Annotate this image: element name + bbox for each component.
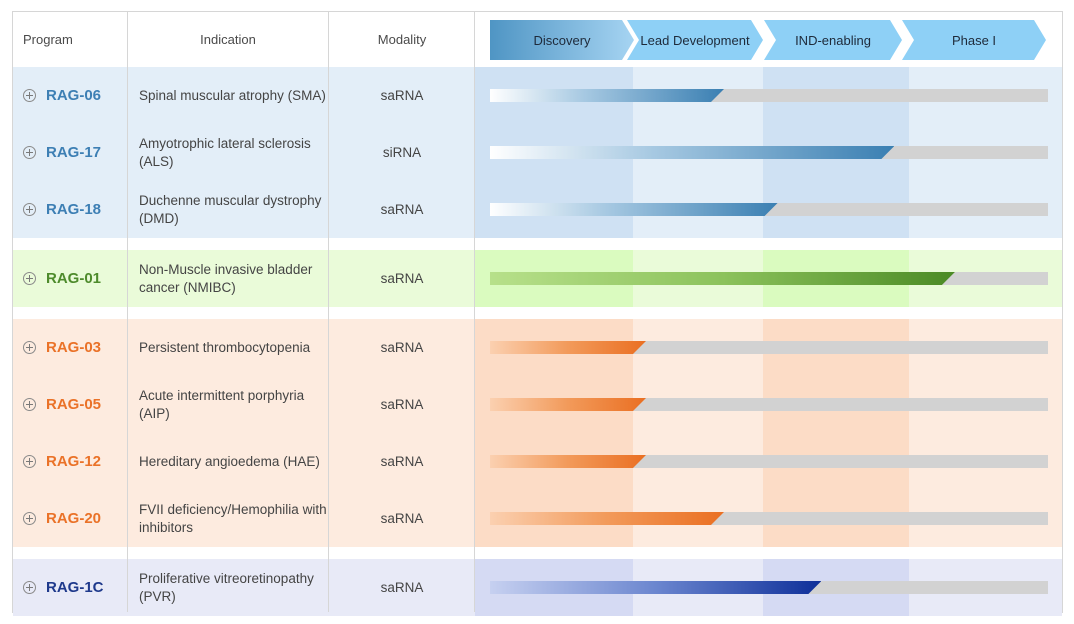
phase-chevron-shape xyxy=(902,20,1046,60)
progress-track xyxy=(490,146,1048,159)
program-name: RAG-1C xyxy=(46,579,104,596)
progress-bar-rag-18 xyxy=(490,203,778,216)
expand-icon[interactable] xyxy=(23,272,36,285)
phase-label: Discovery xyxy=(533,32,591,48)
header-indication: Indication xyxy=(200,32,256,47)
program-name: RAG-20 xyxy=(46,510,102,527)
phase-chevron-shape xyxy=(627,20,763,60)
progress-bar-rag-20 xyxy=(490,512,724,525)
modality-text: saRNA xyxy=(380,580,424,595)
indication-text: Non-Muscle invasive bladder cancer (NMIB… xyxy=(139,261,313,295)
modality-text: saRNA xyxy=(380,88,424,103)
program-row-rag-1c[interactable]: RAG-1C xyxy=(23,559,104,616)
program-row-rag-17[interactable]: RAG-17 xyxy=(23,124,101,181)
indication-text: Spinal muscular atrophy (SMA) xyxy=(139,87,326,103)
progress-track xyxy=(490,272,1048,285)
indication-text: Persistent thrombocytopenia xyxy=(139,339,311,355)
progress-track xyxy=(490,203,1048,216)
progress-bar-rag-05 xyxy=(490,398,646,411)
indication-text: Proliferative vitreoretinopathy (PVR) xyxy=(139,570,314,604)
program-name: RAG-05 xyxy=(46,396,102,413)
program-row-rag-01[interactable]: RAG-01 xyxy=(23,250,101,307)
phase-phase-i: Phase I xyxy=(902,20,1046,60)
header-program: Program xyxy=(23,32,73,47)
program-row-rag-18[interactable]: RAG-18 xyxy=(23,181,101,238)
progress-track xyxy=(490,455,1048,468)
program-name: RAG-17 xyxy=(46,144,102,161)
progress-bar-rag-06 xyxy=(490,89,724,102)
expand-icon[interactable] xyxy=(23,581,36,594)
progress-bar-rag-12 xyxy=(490,455,646,468)
divider-indication xyxy=(328,12,329,612)
program-name: RAG-18 xyxy=(46,201,102,218)
program-row-rag-20[interactable]: RAG-20 xyxy=(23,490,101,547)
program-row-rag-03[interactable]: RAG-03 xyxy=(23,319,101,376)
expand-icon[interactable] xyxy=(23,341,36,354)
program-row-rag-12[interactable]: RAG-12 xyxy=(23,433,101,490)
expand-icon[interactable] xyxy=(23,398,36,411)
modality-text: saRNA xyxy=(380,202,424,217)
modality-text: saRNA xyxy=(380,340,424,355)
indication-text: Duchenne muscular dystrophy (DMD) xyxy=(139,192,322,226)
modality-text: saRNA xyxy=(380,397,424,412)
program-name: RAG-03 xyxy=(46,339,102,356)
header-modality: Modality xyxy=(377,32,427,47)
progress-track xyxy=(490,398,1048,411)
indication-text: Amyotrophic lateral sclerosis (ALS) xyxy=(139,135,311,169)
phase-label: Lead Development xyxy=(640,32,750,48)
modality-text: saRNA xyxy=(380,271,424,286)
phase-chevron-shape xyxy=(764,20,902,60)
program-name: RAG-12 xyxy=(46,453,102,470)
phase-shade xyxy=(763,319,909,547)
indication-text: FVII deficiency/Hemophilia with inhibito… xyxy=(139,501,327,535)
modality-text: siRNA xyxy=(382,145,422,160)
phase-label: IND-enabling xyxy=(795,32,871,48)
program-row-rag-06[interactable]: RAG-06 xyxy=(23,67,101,124)
divider-program xyxy=(127,12,128,612)
phase-ind-enabling: IND-enabling xyxy=(764,20,902,60)
progress-bar-rag-03 xyxy=(490,341,646,354)
indication-text: Hereditary angioedema (HAE) xyxy=(139,453,320,469)
modality-text: saRNA xyxy=(380,511,424,526)
phase-chevron-shape xyxy=(490,20,634,60)
program-row-rag-05[interactable]: RAG-05 xyxy=(23,376,101,433)
expand-icon[interactable] xyxy=(23,512,36,525)
indication-text: Acute intermittent porphyria (AIP) xyxy=(139,387,305,421)
program-name: RAG-01 xyxy=(46,270,102,287)
progress-bar-rag-01 xyxy=(490,272,955,285)
pipeline-chart: Program Indication Modality Discovery Lea… xyxy=(12,11,1063,616)
phase-label: Phase I xyxy=(951,32,997,48)
phase-shade xyxy=(475,319,633,547)
divider-modality xyxy=(474,12,475,612)
expand-icon[interactable] xyxy=(23,455,36,468)
progress-bar-rag-17 xyxy=(490,146,895,159)
phase-discovery: Discovery xyxy=(490,20,634,60)
progress-track xyxy=(490,341,1048,354)
progress-track xyxy=(490,89,1048,102)
phase-lead-development: Lead Development xyxy=(627,20,763,60)
modality-text: saRNA xyxy=(380,454,424,469)
progress-track xyxy=(490,512,1048,525)
progress-track xyxy=(490,581,1048,594)
expand-icon[interactable] xyxy=(23,89,36,102)
expand-icon[interactable] xyxy=(23,203,36,216)
progress-bar-rag-1c xyxy=(490,581,822,594)
expand-icon[interactable] xyxy=(23,146,36,159)
program-name: RAG-06 xyxy=(46,87,102,104)
